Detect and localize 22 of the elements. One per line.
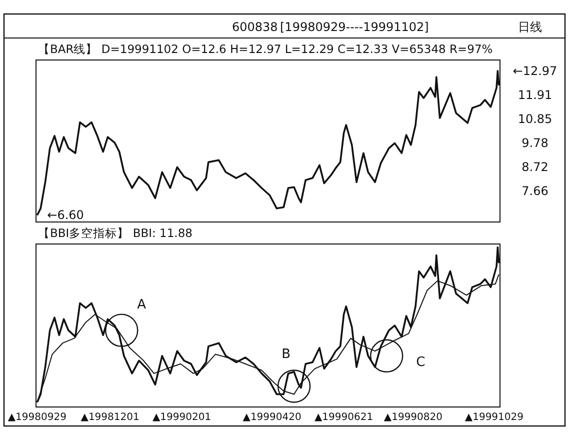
xtick: ▲19980929 [8,412,66,423]
ytick: 11.91 [518,88,552,102]
annotation: 日线 [518,20,542,34]
subtitle: [19980929----19991102] [280,20,429,34]
ytick: 9.78 [522,136,548,150]
title: 600838 [232,20,278,34]
ytick: 8.72 [522,160,548,174]
xtick: ▲19990820 [384,412,443,423]
ytick: 7.66 [522,184,548,198]
xtick: ▲19981201 [80,412,140,423]
xtick: ▲19990621 [314,412,374,423]
xtick: ▲19990201 [152,412,212,423]
ytick: ←12.97 [512,64,558,78]
xtick: ▲19991029 [464,412,524,423]
ytick: 10.85 [518,112,552,126]
xtick: ▲19990420 [242,412,302,423]
annotation: ←6.60 [47,208,84,222]
annotation: A [137,297,146,312]
title: 【BBI多空指标】 BBI: 11.88 [38,226,192,240]
annotation: C [416,354,426,370]
title: 【BAR线】 D=19991102 O=12.6 H=12.97 L=12.29 C=12.33 V=65348 R=97% [38,42,493,56]
annotation: B [282,347,290,362]
